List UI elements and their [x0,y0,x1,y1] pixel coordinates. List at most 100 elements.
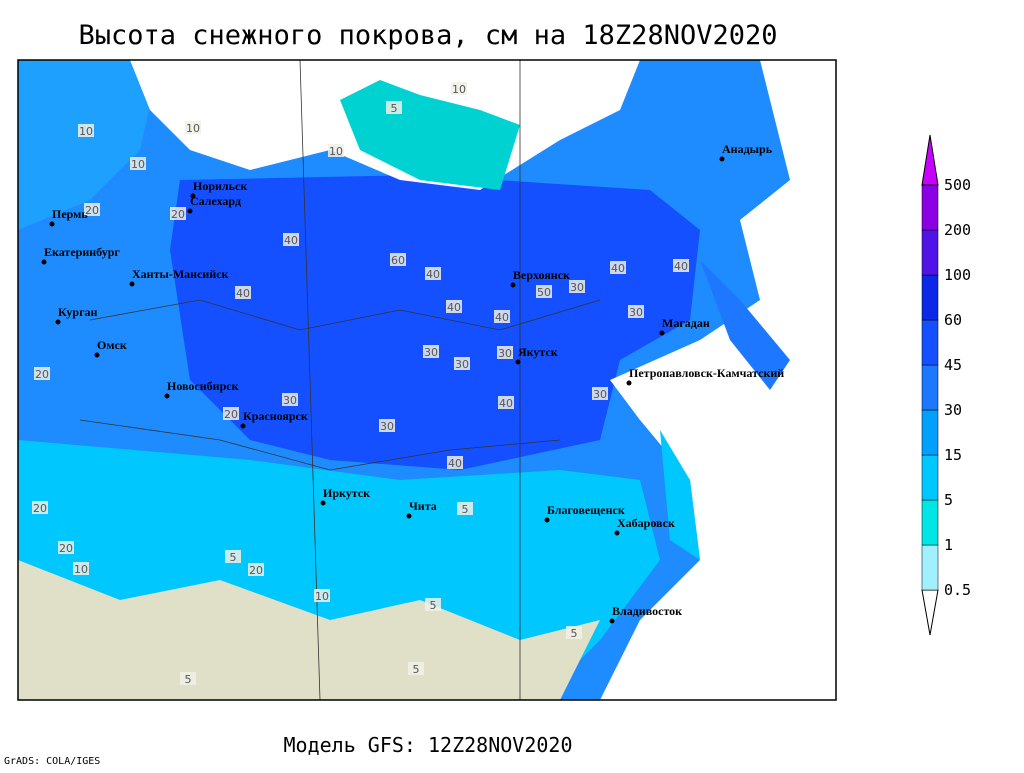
city-dot [614,530,620,536]
deep-snow-zone [170,175,700,470]
city-dot [129,281,135,287]
colorbar-swatch [921,229,939,276]
city-label: Курган [58,305,98,319]
footer: Модель GFS: 12Z28NOV2020 [284,733,573,757]
contour-label-box [32,501,48,514]
colorbar-label: 15 [944,446,962,464]
city-label: Якутск [518,345,558,359]
contour-label-box [425,598,441,611]
contour-label: 5 [185,673,192,686]
contour-label-box [180,672,196,685]
city-dot [544,517,550,523]
contour-label: 20 [249,564,263,577]
contour-label: 30 [593,388,607,401]
sakhalin [660,430,700,560]
contour-label-box [185,121,201,134]
city-label: Иркутск [323,486,370,500]
contour-label: 30 [283,394,297,407]
contour-label-box [592,387,608,400]
contour-label-box [235,286,251,299]
city-label: Красноярск [243,409,308,423]
city-dot [240,423,246,429]
colorbar-label: 1 [944,536,953,554]
contour-label: 20 [59,542,73,555]
contour-label-box [78,124,94,137]
colorbar-swatch [921,499,939,546]
contour-label-box [673,259,689,272]
contour-label-box [569,280,585,293]
city-dot [164,393,170,399]
contour-label: 5 [413,663,420,676]
city-dot [515,359,521,365]
city-label: Салехард [190,194,241,208]
city-dot [719,156,725,162]
contour-label: 5 [391,102,398,115]
contour-label-box [447,456,463,469]
contour-label: 30 [380,420,394,433]
contour-label-box [425,267,441,280]
kamchatka [700,260,790,390]
contour-label: 30 [498,347,512,360]
colorbar-label: 45 [944,356,962,374]
contour-label-box [446,300,462,313]
contour-label-box [454,357,470,370]
city-dot [406,513,412,519]
contour-label: 10 [186,122,200,135]
colorbar-label: 100 [944,266,971,284]
contour-label: 20 [85,204,99,217]
contour-label-box [223,407,239,420]
contour-label-box [58,541,74,554]
city-dot [41,259,47,265]
contour-label-box [283,233,299,246]
colorbar-swatch [921,364,939,411]
contour-label: 10 [131,158,145,171]
credit: GrADS: COLA/IGES [4,756,100,767]
city-dot [609,618,615,624]
borders [79,59,601,701]
contour-label-box [379,419,395,432]
city-label: Владивосток [612,604,682,618]
contour-label: 5 [430,599,437,612]
city-label: Магадан [662,316,710,330]
contour-label: 40 [426,268,440,281]
colorbar-swatch [921,319,939,366]
contour-label-box [314,589,330,602]
contour-label-box [73,562,89,575]
colorbar-swatch [921,544,939,591]
contour-label: 20 [171,208,185,221]
title: Высота снежного покрова, см на 18Z28NOV2… [79,20,778,51]
city-dot [49,221,55,227]
colorbar-swatch [921,184,939,231]
contour-label: 30 [455,358,469,371]
contour-label: 20 [224,408,238,421]
contour-label-box [566,626,582,639]
city-label: Благовещенск [547,503,625,517]
colorbar-swatch [921,134,939,186]
contour-label: 40 [236,287,250,300]
contour-label: 20 [35,368,49,381]
city-label: Омск [97,338,127,352]
contour-label: 5 [571,627,578,640]
contour-label-box [328,144,344,157]
contour-label-box [248,563,264,576]
contour-label: 40 [495,311,509,324]
contour-label-box [390,253,406,266]
colorbar-label: 500 [944,176,971,194]
contour-label-box [423,345,439,358]
colorbar-label: 0.5 [944,581,971,599]
contour-label: 30 [570,281,584,294]
contour-label-box [170,207,186,220]
contour-label: 20 [33,502,47,515]
colorbar-swatch [921,409,939,456]
contour-label-box [386,101,402,114]
contour-label-box [408,662,424,675]
city-label: Чита [409,499,437,513]
contour-label-box [34,367,50,380]
contour-label: 30 [424,346,438,359]
contour-label: 30 [629,306,643,319]
contour-label-box [494,310,510,323]
city-dot [55,319,61,325]
snow-zone [18,60,160,230]
